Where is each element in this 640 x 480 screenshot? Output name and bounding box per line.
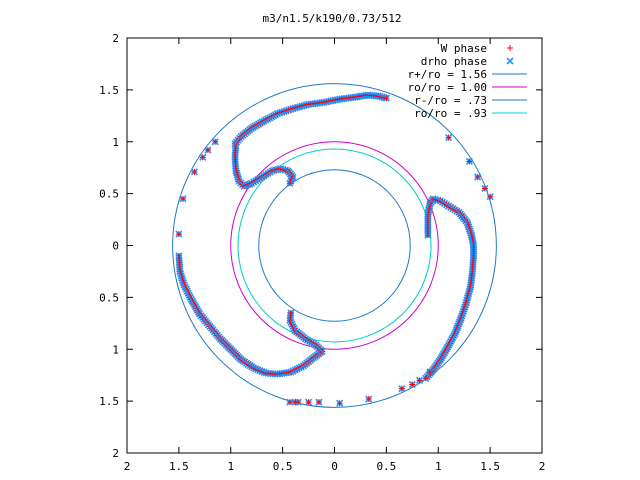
legend-label-w-phase: W phase <box>441 42 487 55</box>
w-point <box>487 193 494 200</box>
w-point <box>474 174 481 181</box>
y-tick-label: 1 <box>112 136 119 149</box>
w-point <box>204 147 211 154</box>
w-point <box>466 158 473 165</box>
legend-sample-w-phase <box>507 45 513 51</box>
legend-label-circle-rminus: r-/ro = .73 <box>414 94 487 107</box>
w-point <box>191 168 198 175</box>
x-tick-label: 1.5 <box>169 460 189 473</box>
legend: W phase drho phase r+/ro = 1.56 ro/ro = … <box>408 42 527 120</box>
y-tick-label: 0.5 <box>99 188 119 201</box>
x-tick-label: 0 <box>331 460 338 473</box>
y-tick-label: 2 <box>112 447 119 460</box>
w-point <box>199 154 206 161</box>
x-tick-label: 2 <box>124 460 131 473</box>
w-point <box>426 369 433 376</box>
x-tick-label: 1.5 <box>480 460 500 473</box>
y-tick-label: 0.5 <box>99 291 119 304</box>
w-point <box>365 396 372 403</box>
x-tick-label: 2 <box>539 460 546 473</box>
legend-label-circle-ro: ro/ro = 1.00 <box>408 81 487 94</box>
w-point <box>398 385 405 392</box>
w-point <box>416 377 423 384</box>
x-tick-label: 1 <box>435 460 442 473</box>
w-point <box>409 381 416 388</box>
w-point <box>286 180 293 187</box>
w-point <box>180 195 187 202</box>
legend-label-circle-rplus: r+/ro = 1.56 <box>408 68 487 81</box>
w-point <box>292 399 299 406</box>
w-point <box>445 134 452 141</box>
w-point <box>305 399 312 406</box>
y-tick-label: 2 <box>112 32 119 45</box>
w-point <box>422 375 429 382</box>
circle-1 <box>230 141 439 350</box>
legend-sample-drho-phase <box>506 57 514 65</box>
circle-3 <box>237 148 432 343</box>
circle-2 <box>258 169 411 322</box>
y-tick-label: 1.5 <box>99 395 119 408</box>
x-tick-label: 1 <box>227 460 234 473</box>
w-point <box>336 400 343 407</box>
legend-label-circle-ro93: ro/ro = .93 <box>414 107 487 120</box>
w-point <box>175 231 182 238</box>
y-tick-label: 1.5 <box>99 84 119 97</box>
x-tick-label: 0.5 <box>273 460 293 473</box>
w-point <box>481 185 488 192</box>
w-point <box>212 138 219 145</box>
plot-area: 2 1.5 1 0.5 0 0.5 1 1.5 221.510.500.511.52 <box>99 32 545 473</box>
circle-0 <box>172 83 497 408</box>
chart-title: m3/n1.5/k190/0.73/512 <box>262 12 401 25</box>
w-point <box>286 399 293 406</box>
w-point <box>287 309 294 316</box>
x-tick-label: 0.5 <box>376 460 396 473</box>
legend-label-drho-phase: drho phase <box>421 55 487 68</box>
y-tick-label: 0 <box>112 240 119 253</box>
w-point <box>383 95 390 102</box>
w-point <box>315 399 322 406</box>
y-tick-label: 1 <box>112 343 119 356</box>
